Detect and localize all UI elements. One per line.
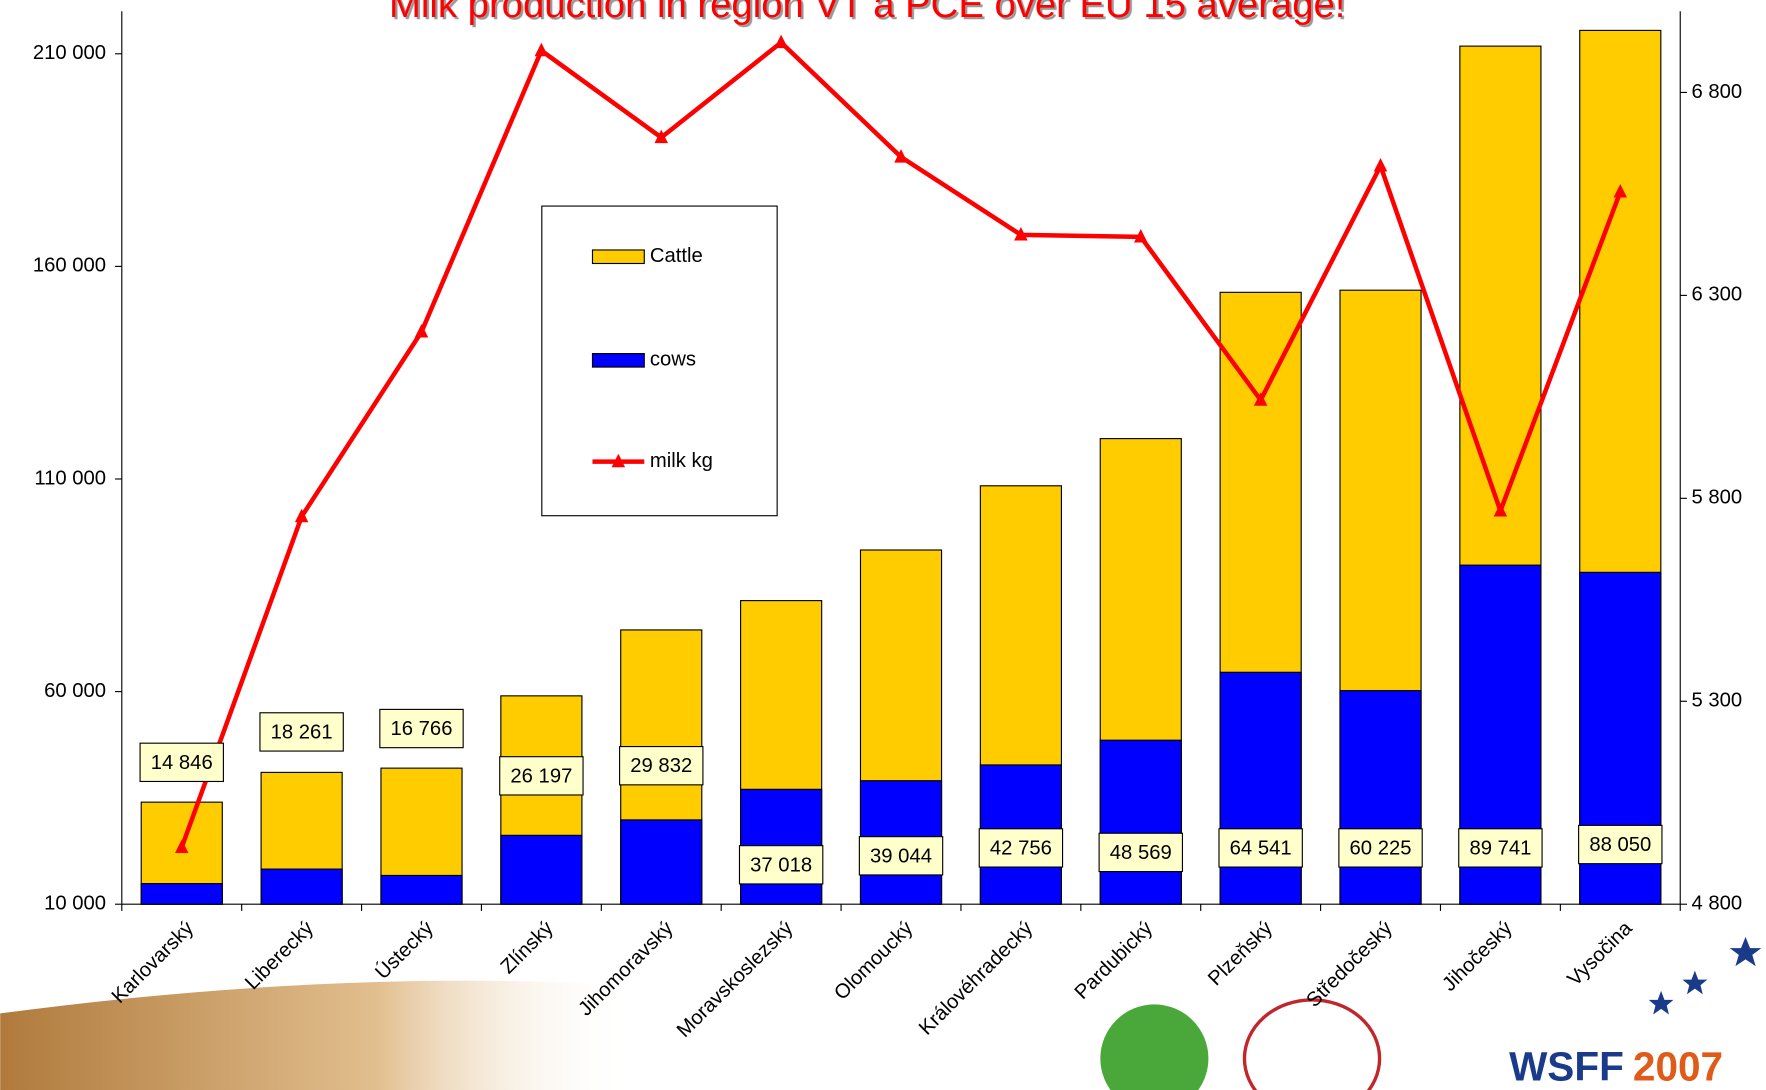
x-tick-label: Jihočeský	[1438, 917, 1517, 996]
x-tick-label: Ústecký	[371, 916, 439, 984]
data-label-box	[1218, 828, 1303, 868]
logo-star	[1682, 970, 1708, 995]
y2-tick-label: 5 800	[1691, 487, 1742, 509]
y2-tick-label: 6 300	[1691, 284, 1742, 306]
data-label-box	[1098, 832, 1184, 873]
marker	[1613, 183, 1628, 198]
data-label-box	[858, 836, 944, 876]
legend: Cattle cows milk kg	[541, 205, 778, 517]
bar	[500, 834, 583, 905]
x-tick-label: Zlínský	[497, 917, 559, 979]
data-label: 29 832	[630, 755, 692, 777]
legend-swatch	[591, 353, 645, 368]
x-tick-label: Pardubický	[1071, 917, 1158, 1004]
marker	[774, 34, 788, 49]
y-tick-label: 60 000	[44, 680, 106, 702]
y2-tick-label: 6 800	[1691, 81, 1742, 103]
marker	[294, 508, 309, 523]
bar	[1099, 739, 1182, 905]
data-label-box	[139, 742, 224, 783]
data-label: 14 846	[151, 752, 213, 774]
x-tick-label: Královéhradecký	[915, 917, 1038, 1040]
chart-title: Milk production in region VT a PČE over …	[389, 0, 1345, 26]
data-label-box	[619, 745, 704, 786]
logo-circle	[1100, 1004, 1209, 1090]
logo-year: 2007	[1633, 1043, 1723, 1089]
marker	[174, 839, 189, 854]
background-swoosh	[0, 980, 631, 1090]
data-label-box	[1338, 828, 1423, 868]
bar	[1219, 671, 1302, 905]
y-tick-label: 210 000	[33, 42, 106, 64]
legend-swatch	[591, 249, 645, 265]
marker	[1134, 229, 1148, 243]
y-tick-label: 160 000	[33, 255, 106, 277]
data-label: 60 225	[1350, 837, 1412, 859]
data-label: 16 766	[391, 718, 453, 740]
bar	[260, 868, 343, 905]
data-label-box	[1458, 828, 1543, 868]
data-label: 26 197	[510, 765, 572, 787]
logo-ring	[1242, 998, 1382, 1090]
y-tick-label: 110 000	[34, 467, 106, 489]
data-label: 39 044	[870, 845, 932, 867]
legend-label: milk kg	[650, 450, 713, 472]
x-tick-label: Plzeňský	[1204, 917, 1277, 990]
data-label: 88 050	[1589, 834, 1651, 856]
data-label-box	[1578, 824, 1663, 865]
bar	[140, 883, 223, 905]
marker	[534, 42, 549, 57]
legend-label: cows	[650, 349, 696, 371]
marker	[1253, 392, 1268, 406]
bar	[380, 874, 463, 905]
marker	[1493, 503, 1508, 517]
data-label: 18 261	[271, 721, 333, 743]
marker	[894, 149, 908, 163]
data-label: 42 756	[990, 837, 1052, 859]
x-tick-label: Moravskoslezský	[673, 917, 798, 1042]
logo-text: WSFF	[1509, 1043, 1624, 1089]
data-label: 48 569	[1110, 842, 1172, 864]
y2-tick-label: 4 800	[1691, 893, 1742, 915]
legend-box	[541, 205, 778, 517]
data-label-box	[499, 756, 584, 796]
data-label-box	[978, 828, 1064, 868]
y-tick-label: 10 000	[44, 893, 106, 915]
bar	[620, 819, 703, 905]
marker	[414, 324, 429, 338]
legend-marker	[611, 453, 626, 468]
marker	[654, 129, 669, 144]
x-tick-label: Vysočina	[1563, 917, 1637, 991]
marker	[1373, 158, 1388, 172]
marker	[1014, 227, 1028, 241]
x-tick-label: Středočeský	[1303, 917, 1398, 1012]
data-label: 89 741	[1469, 837, 1531, 859]
logo-star	[1648, 990, 1674, 1015]
bar	[1339, 690, 1422, 905]
legend-label: Cattle	[650, 245, 703, 267]
y2-tick-label: 5 300	[1691, 690, 1742, 712]
data-label: 37 018	[750, 854, 812, 876]
logo-star	[1729, 936, 1762, 967]
data-label-box	[379, 708, 464, 749]
x-tick-label: Liberecký	[241, 917, 318, 994]
data-label: 64 541	[1230, 837, 1292, 859]
x-tick-label: Olomoucký	[830, 917, 918, 1005]
data-label-box	[259, 712, 344, 752]
logos: WSFF 2007	[1100, 936, 1762, 1090]
data-label-box	[738, 845, 824, 885]
